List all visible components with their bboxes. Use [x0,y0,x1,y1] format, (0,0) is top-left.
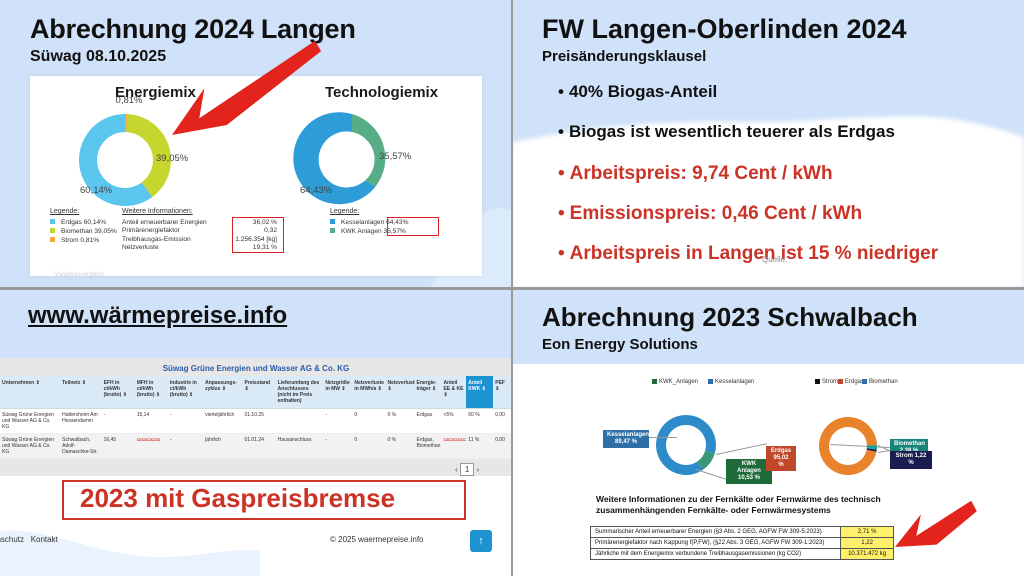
svg-text:0,81%: 0,81% [116,95,143,106]
svg-text:35,57%: 35,57% [379,151,412,162]
svg-text:39,05%: 39,05% [156,153,189,164]
svg-text:60,14%: 60,14% [80,185,113,196]
svg-text:64,43%: 64,43% [300,185,333,196]
